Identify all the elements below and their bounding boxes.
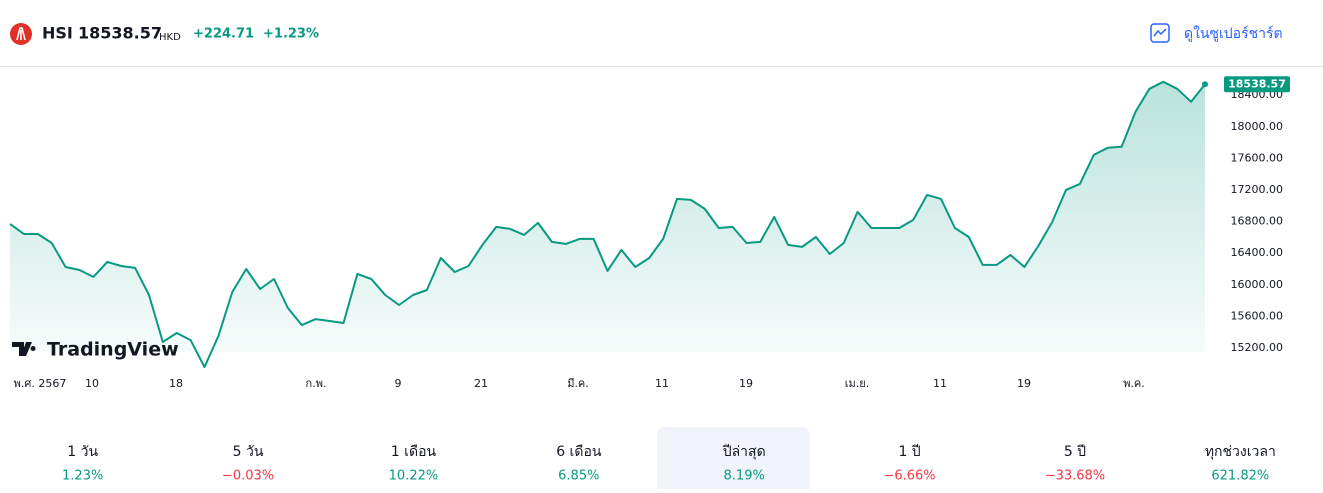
period-value: −6.66% bbox=[883, 469, 935, 484]
y-tick-label: 17600.00 bbox=[1231, 151, 1284, 164]
x-tick-label: 11 bbox=[933, 377, 947, 390]
last-label: 18538.57 bbox=[1228, 77, 1286, 90]
period-label[interactable]: 1 วัน bbox=[67, 444, 98, 460]
x-tick-label: ก.พ. bbox=[306, 377, 327, 390]
x-tick-label: มี.ค. bbox=[567, 377, 589, 390]
period-label[interactable]: 5 วัน bbox=[233, 444, 264, 460]
last-badge bbox=[1224, 76, 1290, 93]
period-value: 1.23% bbox=[62, 469, 103, 484]
period-value: 621.82% bbox=[1211, 469, 1269, 484]
x-tick-label: เม.ย. bbox=[845, 377, 869, 390]
x-tick-label: 11 bbox=[655, 377, 669, 390]
period-label[interactable]: 5 ปี bbox=[1064, 444, 1086, 460]
period-value: −0.03% bbox=[222, 469, 274, 484]
supercharts-icon[interactable] bbox=[1150, 23, 1170, 43]
period-value: 6.85% bbox=[558, 469, 599, 484]
period-label[interactable]: ทุกช่วงเวลา bbox=[1205, 444, 1276, 460]
period-selected bbox=[657, 427, 810, 493]
watermark: TradingView bbox=[47, 339, 179, 361]
symbol-icon-glyph bbox=[16, 27, 26, 41]
period-label[interactable]: ปีล่าสุด bbox=[722, 444, 765, 460]
area bbox=[10, 81, 1205, 368]
y-tick-label: 15200.00 bbox=[1231, 341, 1284, 354]
tv-logo bbox=[12, 342, 36, 356]
price-line bbox=[9, 80, 1206, 369]
y-tick-label: 15600.00 bbox=[1231, 309, 1284, 322]
currency: HKD bbox=[159, 32, 181, 43]
period-value: 8.19% bbox=[724, 469, 765, 484]
supercharts-link[interactable]: ดูในซูเปอร์ชาร์ต bbox=[1184, 25, 1283, 42]
period-label[interactable]: 1 เดือน bbox=[391, 444, 437, 460]
change-pct: +1.23% bbox=[263, 27, 319, 42]
supercharts-icon-line bbox=[1153, 28, 1167, 37]
y-tick-label: 16800.00 bbox=[1231, 215, 1284, 228]
y-tick-label: 16000.00 bbox=[1231, 278, 1284, 291]
x-tick-label: 19 bbox=[739, 377, 753, 390]
y-tick-label: 18000.00 bbox=[1231, 120, 1284, 133]
x-tick-label: 21 bbox=[474, 377, 488, 390]
x-tick-label: 19 bbox=[1017, 377, 1031, 390]
price: 18538.57 bbox=[78, 24, 162, 43]
last-point bbox=[1202, 81, 1208, 88]
x-tick-label: 18 bbox=[169, 377, 183, 390]
symbol: HSI bbox=[42, 24, 73, 43]
period-value: 10.22% bbox=[389, 469, 439, 484]
x-tick-label: พ.ศ. 2567 bbox=[14, 377, 67, 390]
period-value: −33.68% bbox=[1045, 469, 1105, 484]
y-tick-label: 16400.00 bbox=[1231, 246, 1284, 259]
y-tick-label: 17200.00 bbox=[1231, 183, 1284, 196]
x-tick-label: 10 bbox=[85, 377, 99, 390]
period-label[interactable]: 6 เดือน bbox=[556, 444, 602, 460]
change: +224.71 bbox=[193, 27, 254, 42]
period-label[interactable]: 1 ปี bbox=[898, 444, 920, 460]
x-tick-label: 9 bbox=[395, 377, 402, 390]
x-tick-label: พ.ค. bbox=[1123, 377, 1145, 390]
